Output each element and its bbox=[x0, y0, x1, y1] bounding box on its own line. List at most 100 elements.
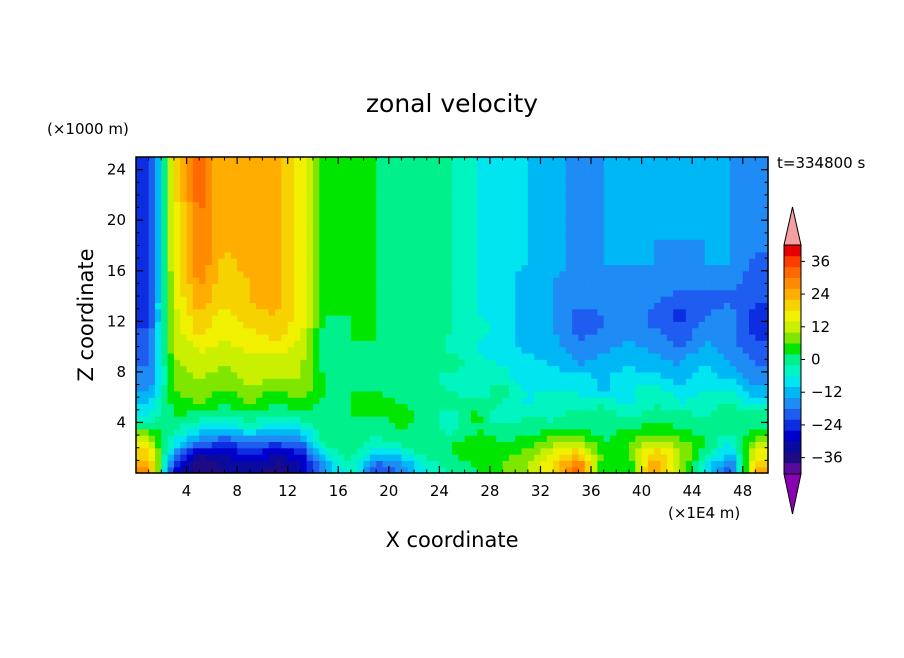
heatmap-cell bbox=[458, 466, 466, 474]
heatmap-cell bbox=[711, 397, 719, 405]
heatmap-cell bbox=[584, 283, 592, 291]
heatmap-cell bbox=[578, 232, 586, 240]
heatmap-cell bbox=[458, 175, 466, 183]
heatmap-cell bbox=[616, 283, 624, 291]
heatmap-cell bbox=[723, 232, 731, 240]
heatmap-cell bbox=[445, 359, 453, 367]
heatmap-cell bbox=[154, 226, 162, 234]
heatmap-cell bbox=[470, 340, 478, 348]
heatmap-cell bbox=[698, 289, 706, 297]
heatmap-cell bbox=[622, 352, 630, 360]
heatmap-cell bbox=[736, 245, 744, 253]
heatmap-cell bbox=[350, 157, 358, 164]
heatmap-cell bbox=[161, 239, 169, 247]
heatmap-cell bbox=[167, 277, 175, 284]
heatmap-cell bbox=[350, 226, 358, 234]
heatmap-cell bbox=[148, 232, 156, 240]
heatmap-cell bbox=[477, 428, 485, 436]
heatmap-cell bbox=[553, 321, 561, 329]
heatmap-cell bbox=[591, 163, 598, 171]
heatmap-cell bbox=[452, 277, 459, 284]
heatmap-cell bbox=[376, 403, 384, 411]
heatmap-cell bbox=[647, 220, 655, 228]
heatmap-cell bbox=[534, 346, 542, 354]
heatmap-cell bbox=[704, 283, 712, 291]
heatmap-cell bbox=[142, 416, 150, 424]
heatmap-cell bbox=[755, 409, 763, 417]
heatmap-cell bbox=[641, 340, 649, 348]
heatmap-cell bbox=[698, 359, 706, 367]
heatmap-cell bbox=[521, 428, 529, 436]
heatmap-cell bbox=[161, 365, 169, 373]
heatmap-cell bbox=[704, 441, 712, 449]
heatmap-cell bbox=[622, 220, 630, 228]
heatmap-cell bbox=[749, 302, 756, 310]
heatmap-cell bbox=[685, 460, 693, 468]
heatmap-cell bbox=[452, 201, 459, 209]
heatmap-cell bbox=[458, 384, 466, 392]
heatmap-cell bbox=[711, 283, 719, 291]
heatmap-cell bbox=[186, 428, 194, 436]
heatmap-cell bbox=[527, 460, 535, 468]
heatmap-cell bbox=[167, 194, 175, 202]
heatmap-cell bbox=[192, 359, 200, 367]
heatmap-cell bbox=[294, 264, 301, 272]
heatmap-cell bbox=[559, 220, 567, 228]
heatmap-cell bbox=[439, 270, 447, 278]
heatmap-cell bbox=[445, 201, 453, 209]
heatmap-cell bbox=[546, 251, 554, 259]
heatmap-cell bbox=[502, 239, 510, 247]
heatmap-cell bbox=[508, 264, 516, 272]
heatmap-cell bbox=[350, 365, 358, 373]
heatmap-cell bbox=[502, 315, 510, 322]
heatmap-cell bbox=[420, 365, 428, 373]
heatmap-cell bbox=[376, 346, 384, 354]
heatmap-cell bbox=[717, 277, 725, 284]
heatmap-cell bbox=[679, 277, 687, 284]
heatmap-cell bbox=[502, 201, 510, 209]
heatmap-cell bbox=[572, 359, 579, 367]
heatmap-cell bbox=[742, 378, 750, 386]
heatmap-cell bbox=[515, 194, 523, 202]
heatmap-cell bbox=[647, 270, 655, 278]
heatmap-cell bbox=[508, 403, 516, 411]
heatmap-cell bbox=[300, 365, 308, 373]
heatmap-cell bbox=[458, 169, 466, 177]
heatmap-cell bbox=[205, 182, 213, 190]
heatmap-cell bbox=[616, 163, 624, 171]
heatmap-cell bbox=[363, 403, 371, 411]
heatmap-cell bbox=[407, 302, 415, 310]
heatmap-cell bbox=[591, 315, 598, 322]
heatmap-cell bbox=[426, 327, 434, 335]
heatmap-cell bbox=[578, 441, 586, 449]
heatmap-cell bbox=[521, 213, 529, 221]
heatmap-cell bbox=[230, 289, 238, 297]
heatmap-cell bbox=[597, 340, 605, 348]
heatmap-cell bbox=[736, 416, 744, 424]
heatmap-cell bbox=[489, 454, 497, 461]
heatmap-cell bbox=[496, 365, 504, 373]
heatmap-cell bbox=[464, 359, 472, 367]
heatmap-cell bbox=[584, 226, 592, 234]
heatmap-cell bbox=[167, 163, 175, 171]
heatmap-cell bbox=[281, 346, 289, 354]
heatmap-cell bbox=[628, 327, 636, 335]
heatmap-cell bbox=[628, 289, 636, 297]
heatmap-cell bbox=[180, 315, 188, 322]
heatmap-cell bbox=[647, 302, 655, 310]
heatmap-cell bbox=[388, 251, 396, 259]
heatmap-cell bbox=[540, 264, 548, 272]
heatmap-cell bbox=[761, 194, 769, 202]
heatmap-cell bbox=[407, 378, 415, 386]
heatmap-cell bbox=[540, 245, 548, 253]
heatmap-cell bbox=[679, 264, 687, 272]
heatmap-cell bbox=[654, 447, 662, 455]
heatmap-cell bbox=[382, 378, 390, 386]
heatmap-cell bbox=[306, 365, 314, 373]
heatmap-cell bbox=[584, 384, 592, 392]
heatmap-cell bbox=[603, 157, 611, 164]
heatmap-cell bbox=[414, 308, 421, 316]
heatmap-cell bbox=[281, 226, 289, 234]
heatmap-cell bbox=[154, 207, 162, 215]
heatmap-cell bbox=[439, 232, 447, 240]
